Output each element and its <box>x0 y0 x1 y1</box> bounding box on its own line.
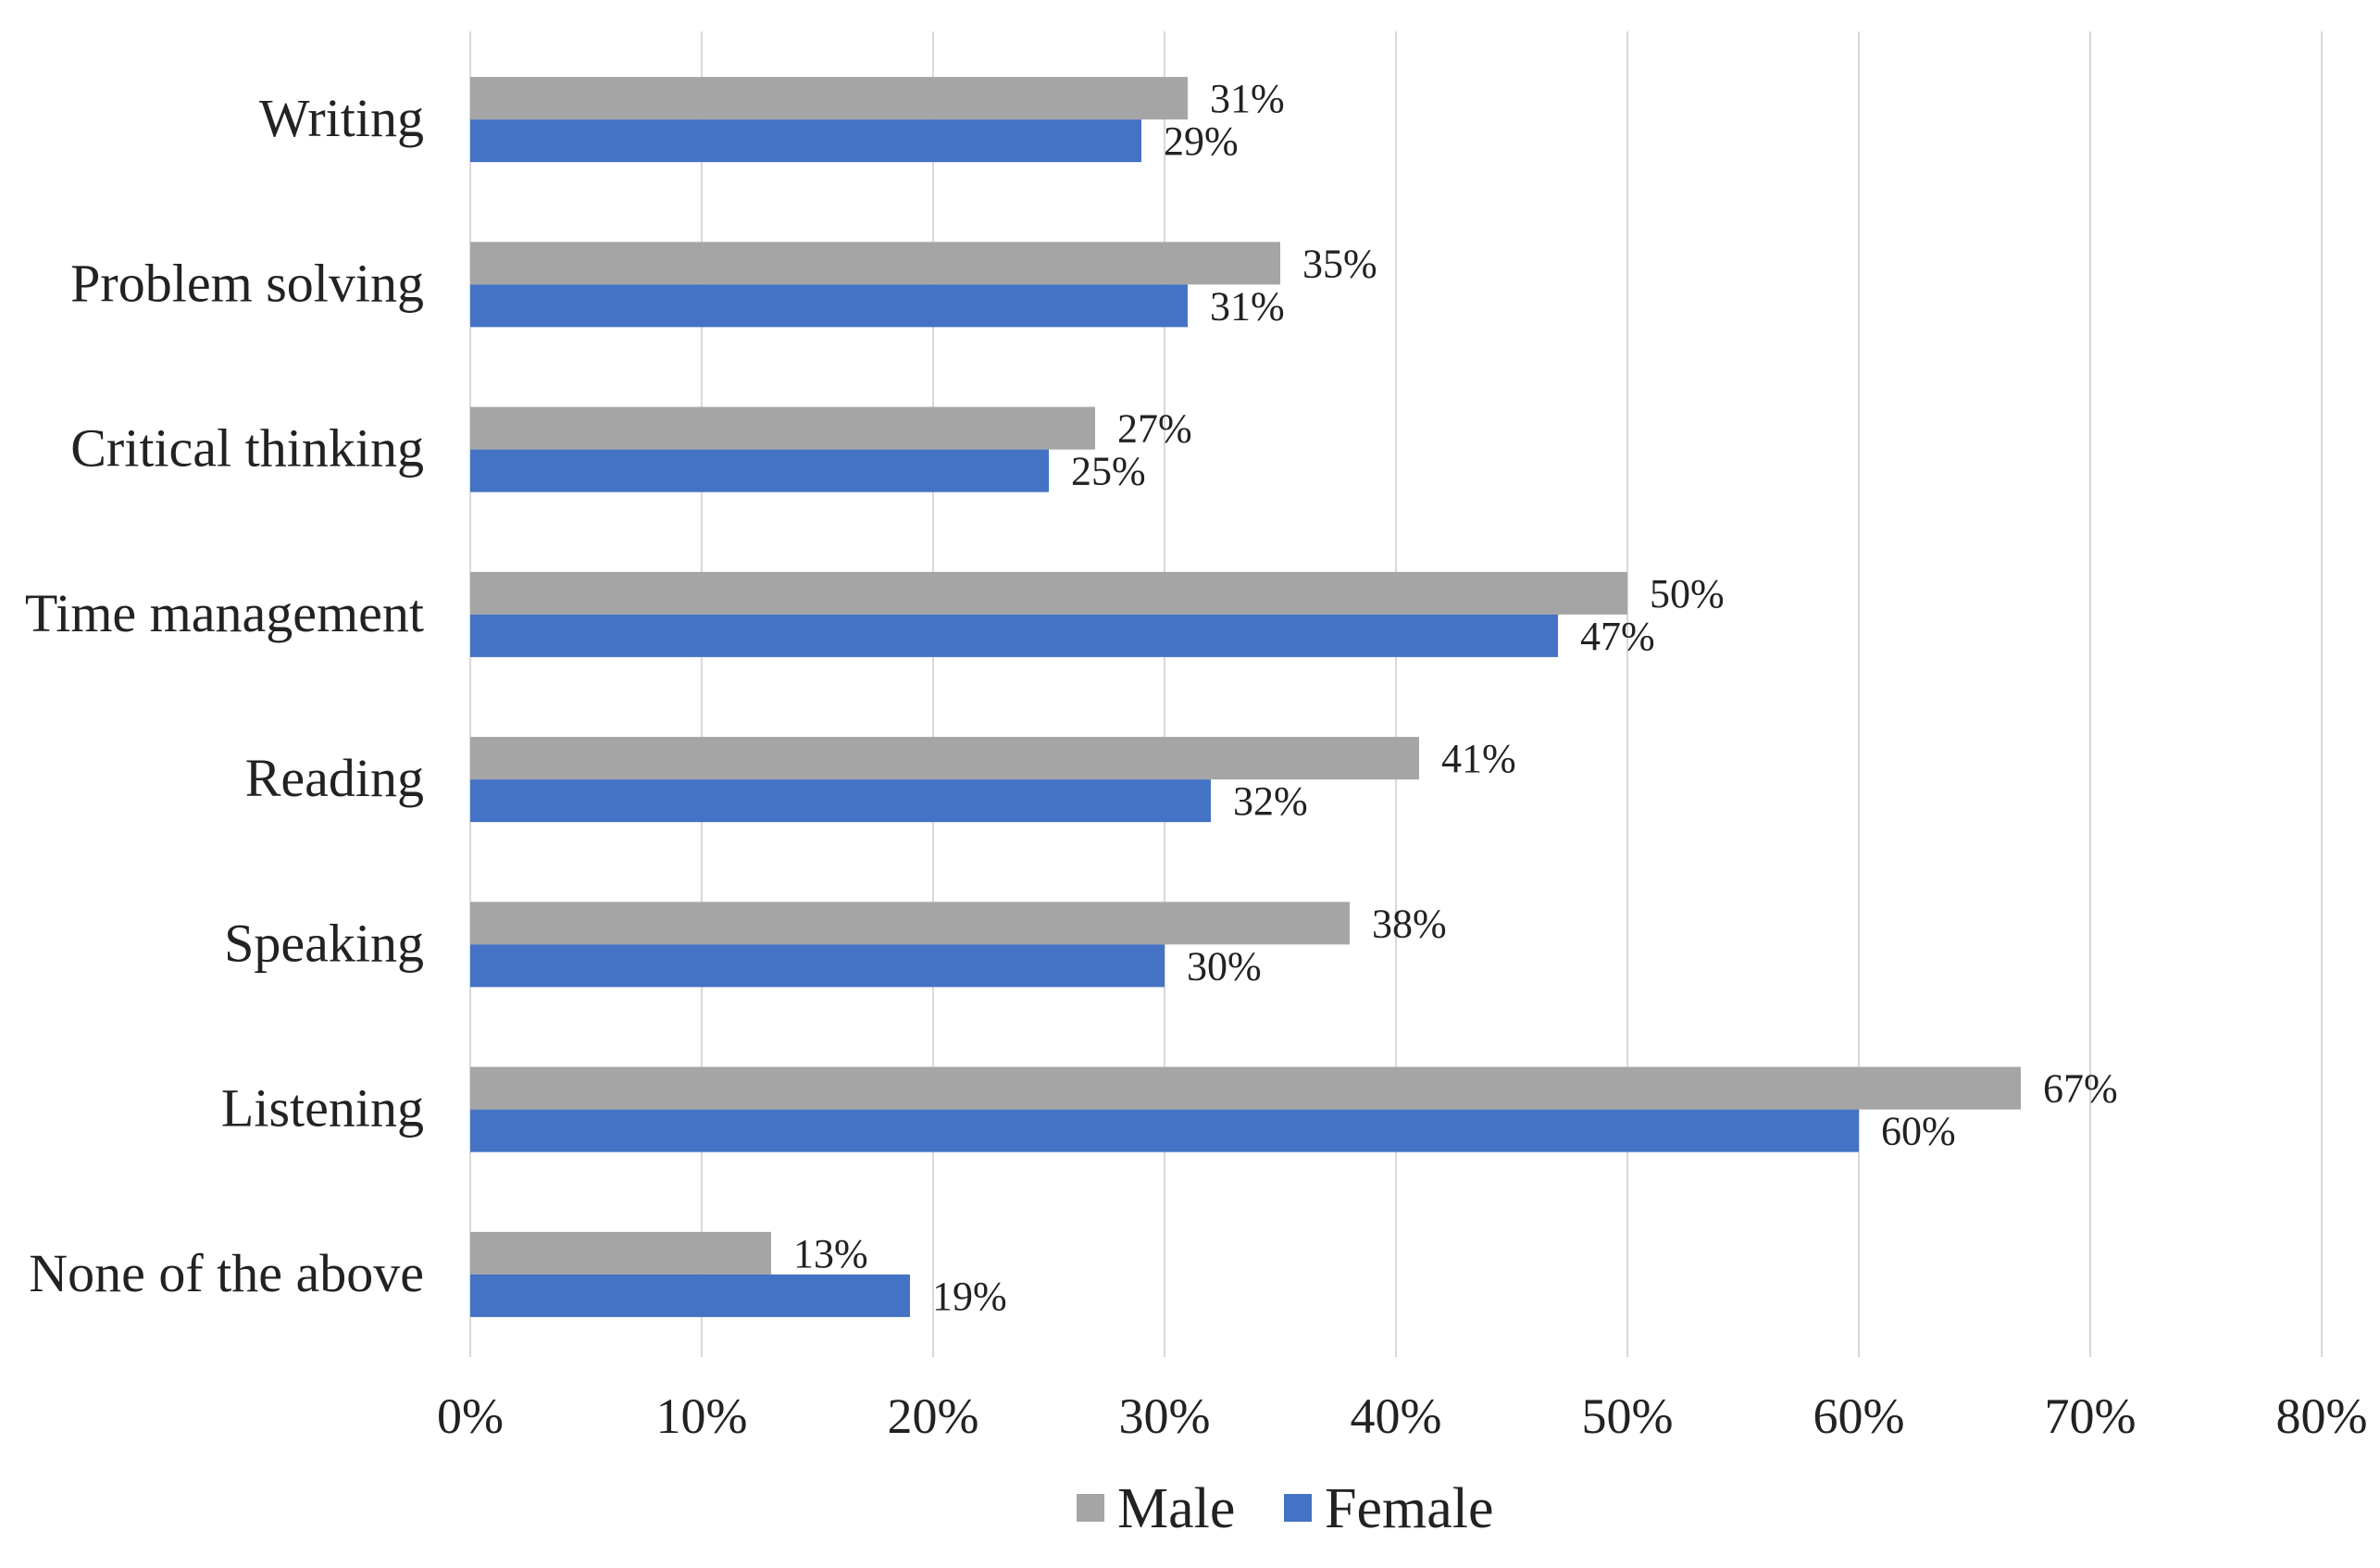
bar-male <box>470 737 1419 780</box>
x-tick-label: 60% <box>1813 1388 1905 1444</box>
bar-female <box>470 1274 910 1317</box>
category-label: Writing <box>259 88 424 148</box>
data-label-female: 29% <box>1164 118 1239 164</box>
bar-male <box>470 571 1627 615</box>
bar-female <box>470 944 1165 988</box>
bar-female <box>470 614 1558 657</box>
legend-swatch-male <box>1077 1494 1104 1522</box>
bar-female <box>470 1109 1859 1152</box>
x-tick-label: 30% <box>1119 1388 1211 1444</box>
x-tick-label: 50% <box>1582 1388 1674 1444</box>
data-label-male: 31% <box>1210 76 1285 121</box>
bar-female <box>470 449 1049 492</box>
bar-male <box>470 77 1188 120</box>
x-tick-label: 0% <box>437 1388 504 1444</box>
bar-male <box>470 1066 2021 1110</box>
data-label-female: 19% <box>932 1274 1007 1319</box>
data-label-female: 47% <box>1580 614 1655 659</box>
legend-label-female: Female <box>1325 1477 1494 1540</box>
grid-lines <box>469 31 2323 1357</box>
category-label: Problem solving <box>70 253 424 313</box>
category-label: Critical thinking <box>70 418 424 479</box>
data-label-male: 35% <box>1302 241 1377 286</box>
bar-female <box>470 284 1188 328</box>
bars: 31%29%35%31%27%25%50%47%41%32%38%30%67%6… <box>470 76 2118 1319</box>
bar-male <box>470 406 1095 450</box>
category-labels: Writing Problem solving Critical thinking T… <box>25 88 424 1303</box>
bar-male <box>470 1231 771 1275</box>
category-label: Listening <box>221 1078 424 1139</box>
data-label-male: 27% <box>1117 406 1192 452</box>
data-label-male: 13% <box>793 1231 868 1276</box>
data-label-female: 32% <box>1233 778 1308 824</box>
category-label: None of the above <box>29 1243 424 1303</box>
x-tick-label: 70% <box>2045 1388 2137 1444</box>
data-label-male: 67% <box>2043 1066 2118 1112</box>
data-label-female: 60% <box>1881 1109 1956 1154</box>
bar-male <box>470 902 1350 945</box>
category-label: Time management <box>25 583 424 643</box>
data-label-female: 25% <box>1071 449 1146 494</box>
legend-label-male: Male <box>1117 1477 1235 1540</box>
legend: Male Female <box>1077 1477 1494 1540</box>
legend-swatch-female <box>1284 1494 1312 1522</box>
bar-female <box>470 119 1141 163</box>
x-tick-label: 80% <box>2276 1388 2368 1444</box>
x-tick-label: 10% <box>656 1388 748 1444</box>
data-label-male: 41% <box>1441 736 1516 781</box>
data-label-female: 30% <box>1187 943 1262 989</box>
x-tick-label: 20% <box>888 1388 979 1444</box>
data-label-male: 50% <box>1650 571 1725 616</box>
data-label-female: 31% <box>1210 283 1285 329</box>
bar-female <box>470 779 1211 823</box>
x-axis-tick-labels: 0% 10% 20% 30% 40% 50% 60% 70% 80% <box>437 1388 2367 1444</box>
category-label: Reading <box>245 748 424 808</box>
data-label-male: 38% <box>1372 901 1447 946</box>
category-label: Speaking <box>224 913 424 973</box>
bar-male <box>470 242 1280 285</box>
x-tick-label: 40% <box>1351 1388 1442 1444</box>
